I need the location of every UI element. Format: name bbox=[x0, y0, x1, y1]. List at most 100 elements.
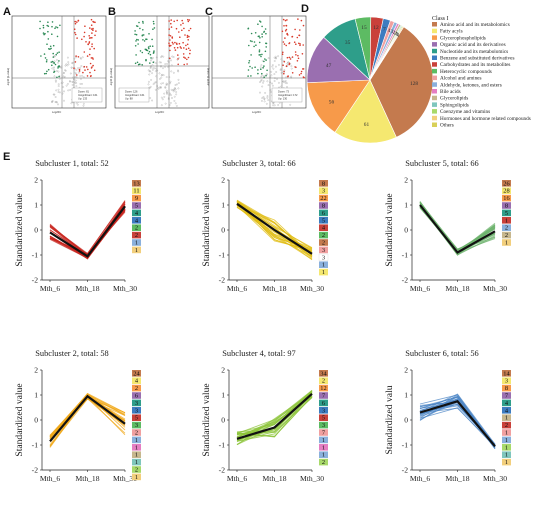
series-line bbox=[419, 207, 496, 253]
volcano-dot bbox=[177, 57, 180, 59]
volcano-dot-up bbox=[173, 20, 175, 23]
y-axis-label: Standardized valu bbox=[384, 385, 395, 454]
volcano-dot-down bbox=[141, 51, 144, 54]
volcano-dot-down bbox=[135, 25, 138, 27]
class-count-label: 1 bbox=[505, 437, 508, 444]
volcano-dot-up bbox=[302, 76, 305, 78]
volcano-dot-down bbox=[258, 49, 261, 51]
volcano-dot bbox=[56, 70, 58, 72]
volcano-dot-up bbox=[77, 56, 80, 58]
class-count-label: 3 bbox=[322, 247, 325, 254]
volcano-dot bbox=[267, 84, 270, 86]
volcano-dot-up bbox=[288, 56, 291, 59]
volcano-dot bbox=[151, 72, 153, 75]
x-tick-label: Mth_30 bbox=[483, 474, 507, 483]
volcano-dot bbox=[161, 73, 164, 76]
series-line bbox=[419, 202, 496, 254]
volcano-dot-up bbox=[81, 38, 83, 41]
volcano-dot bbox=[79, 66, 82, 69]
volcano-dot-down bbox=[141, 64, 143, 66]
volcano-dot-down bbox=[153, 27, 156, 29]
class-count-box bbox=[319, 392, 328, 399]
panel-label-c: C bbox=[205, 6, 213, 18]
volcano-legend-insig: Insignificant: 161 bbox=[78, 93, 98, 97]
class-count-box bbox=[132, 239, 141, 246]
volcano-dot bbox=[62, 76, 65, 79]
volcano-dot-up bbox=[182, 53, 185, 55]
panel-label-a: A bbox=[3, 6, 11, 18]
legend-item: Fatty acyls bbox=[440, 29, 463, 35]
volcano-dot bbox=[54, 79, 57, 82]
volcano-dot-down bbox=[151, 45, 154, 47]
volcano-dot bbox=[58, 77, 61, 80]
volcano-dot-up bbox=[302, 24, 305, 27]
volcano-dot-up bbox=[171, 41, 174, 44]
class-count-label: 5 bbox=[505, 210, 508, 217]
volcano-plot-a: Down: 81 Insignificant: 161 Up: 133 Log2… bbox=[6, 15, 107, 114]
class-count-box bbox=[132, 451, 141, 458]
series-line bbox=[419, 203, 496, 256]
volcano-dot bbox=[286, 62, 289, 65]
y-tick-label: 1 bbox=[221, 201, 225, 210]
volcano-dot bbox=[154, 88, 157, 91]
volcano-dot-down bbox=[149, 62, 151, 64]
volcano-dot-up bbox=[287, 75, 289, 78]
y-tick-label: 2 bbox=[404, 176, 408, 185]
volcano-dot bbox=[74, 81, 77, 84]
volcano-dot-down bbox=[151, 38, 153, 41]
volcano-legend-insig: Insignificant: 172 bbox=[278, 93, 298, 97]
class-count-label: 2 bbox=[505, 422, 508, 429]
volcano-dot bbox=[275, 65, 277, 68]
series-line bbox=[419, 207, 496, 251]
legend-swatch bbox=[432, 22, 437, 27]
class-count-label: 4 bbox=[135, 217, 139, 224]
volcano-dot-down bbox=[57, 65, 60, 68]
volcano-dot bbox=[272, 84, 274, 87]
volcano-dot bbox=[167, 97, 170, 99]
class-count-box bbox=[502, 384, 511, 392]
volcano-dot bbox=[177, 70, 180, 73]
class-count-box bbox=[132, 436, 141, 444]
series-line bbox=[49, 203, 126, 258]
class-count-label: 28 bbox=[503, 188, 509, 195]
volcano-dot-down bbox=[55, 26, 57, 28]
volcano-dot bbox=[53, 93, 56, 96]
class-count-box bbox=[319, 261, 328, 268]
volcano-dot bbox=[164, 63, 167, 65]
volcano-dot-up bbox=[184, 57, 186, 59]
class-count-label: 3 bbox=[322, 407, 325, 414]
volcano-dot-down bbox=[264, 58, 266, 60]
class-count-label: 12 bbox=[320, 385, 326, 392]
volcano-dot-down bbox=[56, 76, 58, 79]
series-line bbox=[419, 201, 496, 255]
volcano-dot-up bbox=[183, 27, 185, 30]
volcano-dot-up bbox=[285, 24, 287, 27]
volcano-dot bbox=[67, 83, 69, 85]
volcano-dot-down bbox=[264, 28, 267, 30]
volcano-dot bbox=[269, 89, 272, 91]
volcano-dot-down bbox=[254, 32, 257, 34]
volcano-dot-down bbox=[47, 68, 50, 71]
class-count-label: 1 bbox=[135, 474, 138, 481]
class-count-box bbox=[319, 451, 328, 458]
volcano-dot-down bbox=[56, 26, 59, 29]
legend-title: Class I bbox=[432, 16, 449, 22]
class-count-label: 8 bbox=[505, 203, 508, 210]
volcano-dot-up bbox=[89, 71, 91, 74]
volcano-dot bbox=[274, 77, 276, 80]
volcano-dot bbox=[162, 74, 165, 77]
volcano-dot bbox=[62, 72, 65, 75]
volcano-dot-up bbox=[291, 56, 294, 58]
series-line bbox=[49, 395, 126, 447]
class-count-box bbox=[502, 392, 511, 399]
volcano-dot-down bbox=[150, 57, 152, 59]
volcano-dot bbox=[82, 104, 85, 107]
volcano-dot bbox=[272, 104, 274, 107]
class-count-label: 1 bbox=[505, 452, 508, 459]
volcano-dot-up bbox=[88, 53, 91, 56]
pie-slice bbox=[306, 79, 371, 133]
class-count-box bbox=[132, 414, 141, 421]
legend-swatch bbox=[432, 102, 437, 107]
volcano-dot-up bbox=[281, 53, 284, 55]
